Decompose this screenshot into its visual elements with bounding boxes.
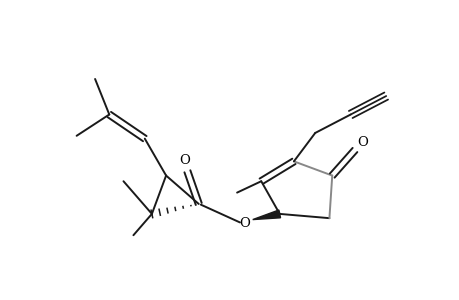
Text: O: O bbox=[179, 154, 190, 167]
Text: O: O bbox=[356, 136, 367, 148]
Polygon shape bbox=[252, 210, 280, 220]
Text: O: O bbox=[239, 217, 250, 230]
